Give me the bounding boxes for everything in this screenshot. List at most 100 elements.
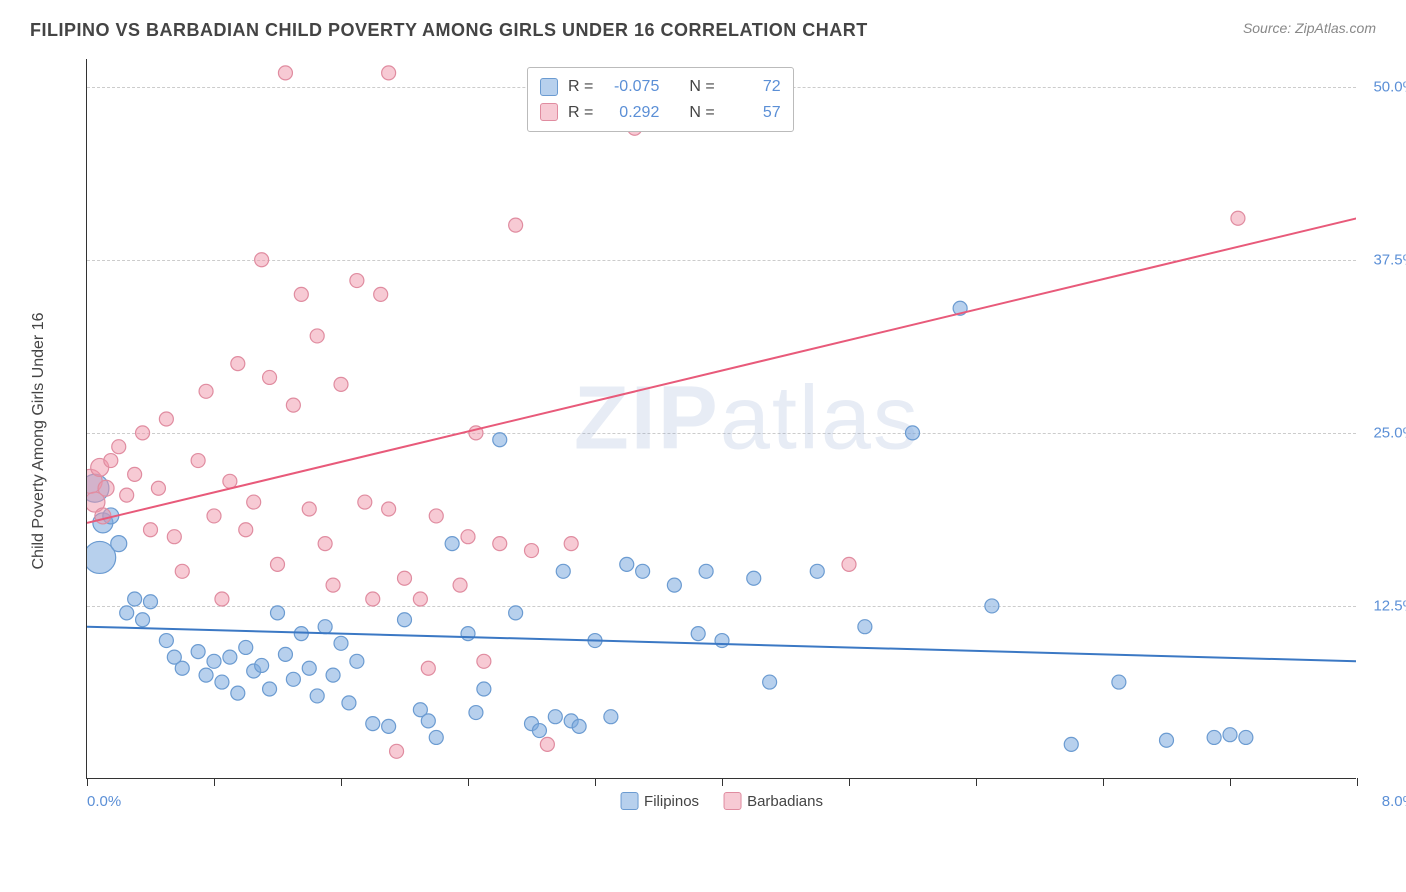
stats-n-val-1: 57 [725,100,781,126]
scatter-point [906,426,920,440]
scatter-point [509,606,523,620]
scatter-point [278,647,292,661]
y-axis-label: Child Poverty Among Girls Under 16 [30,313,48,570]
scatter-point [95,508,111,524]
x-tick [87,778,88,786]
scatter-point [112,440,126,454]
y-tick-label: 25.0% [1373,424,1406,441]
scatter-point [278,66,292,80]
scatter-point [350,654,364,668]
chart-header: FILIPINO VS BARBADIAN CHILD POVERTY AMON… [30,20,1376,41]
scatter-point [636,564,650,578]
scatter-point [128,467,142,481]
scatter-point [120,606,134,620]
scatter-point [239,640,253,654]
scatter-point [572,719,586,733]
legend-bottom: Filipinos Barbadians [620,792,823,810]
chart-container: FILIPINO VS BARBADIAN CHILD POVERTY AMON… [0,0,1406,892]
scatter-point [985,599,999,613]
scatter-point [104,454,118,468]
scatter-point [525,544,539,558]
stats-swatch-0 [540,78,558,96]
scatter-point [667,578,681,592]
scatter-point [286,672,300,686]
scatter-point [763,675,777,689]
scatter-point [302,502,316,516]
scatter-point [310,689,324,703]
scatter-point [231,686,245,700]
scatter-point [691,627,705,641]
scatter-point [342,696,356,710]
scatter-point [453,578,467,592]
scatter-point [398,613,412,627]
scatter-point [620,557,634,571]
x-tick [1103,778,1104,786]
trend-line [87,218,1356,523]
scatter-point [556,564,570,578]
x-tick [214,778,215,786]
scatter-point [1207,730,1221,744]
scatter-point [199,668,213,682]
scatter-point [159,412,173,426]
scatter-point [167,530,181,544]
scatter-point [207,654,221,668]
scatter-point [326,578,340,592]
scatter-point [255,658,269,672]
plot-region: ZIPatlas R = -0.075 N = 72 R = 0.292 N = [86,59,1356,779]
scatter-point [421,714,435,728]
scatter-point [548,710,562,724]
scatter-point [263,682,277,696]
stats-r-label-0: R = [568,74,593,100]
scatter-point [136,426,150,440]
scatter-point [215,592,229,606]
legend-swatch-0 [620,792,638,810]
scatter-point [111,536,127,552]
legend-item-0: Filipinos [620,792,699,810]
y-tick-label: 50.0% [1373,78,1406,95]
stats-row-0: R = -0.075 N = 72 [540,74,781,100]
y-tick-label: 37.5% [1373,251,1406,268]
scatter-point [398,571,412,585]
y-tick-label: 12.5% [1373,597,1406,614]
scatter-point [223,474,237,488]
stats-r-val-1: 0.292 [603,100,659,126]
scatter-point [1064,737,1078,751]
chart-source: Source: ZipAtlas.com [1243,20,1376,36]
legend-label-0: Filipinos [644,793,699,810]
scatter-point [461,627,475,641]
scatter-point [159,634,173,648]
scatter-point [318,537,332,551]
scatter-point [374,287,388,301]
scatter-point [318,620,332,634]
x-tick [595,778,596,786]
scatter-point [1239,730,1253,744]
scatter-point [413,592,427,606]
scatter-point [136,613,150,627]
scatter-point [223,650,237,664]
scatter-point [532,724,546,738]
x-tick [976,778,977,786]
scatter-point [493,433,507,447]
scatter-point [382,502,396,516]
scatter-point [429,509,443,523]
scatter-point [390,744,404,758]
scatter-point [271,557,285,571]
scatter-point [842,557,856,571]
scatter-point [1160,733,1174,747]
x-axis-max-label: 8.0% [1382,793,1406,810]
scatter-point [144,595,158,609]
stats-box: R = -0.075 N = 72 R = 0.292 N = 57 [527,67,794,132]
x-tick [1357,778,1358,786]
scatter-point [120,488,134,502]
scatter-point [334,636,348,650]
scatter-point [429,730,443,744]
scatter-point [231,357,245,371]
scatter-point [286,398,300,412]
legend-item-1: Barbadians [723,792,823,810]
scatter-point [207,509,221,523]
scatter-point [294,287,308,301]
scatter-point [461,530,475,544]
scatter-point [1223,728,1237,742]
scatter-point [604,710,618,724]
scatter-point [493,537,507,551]
